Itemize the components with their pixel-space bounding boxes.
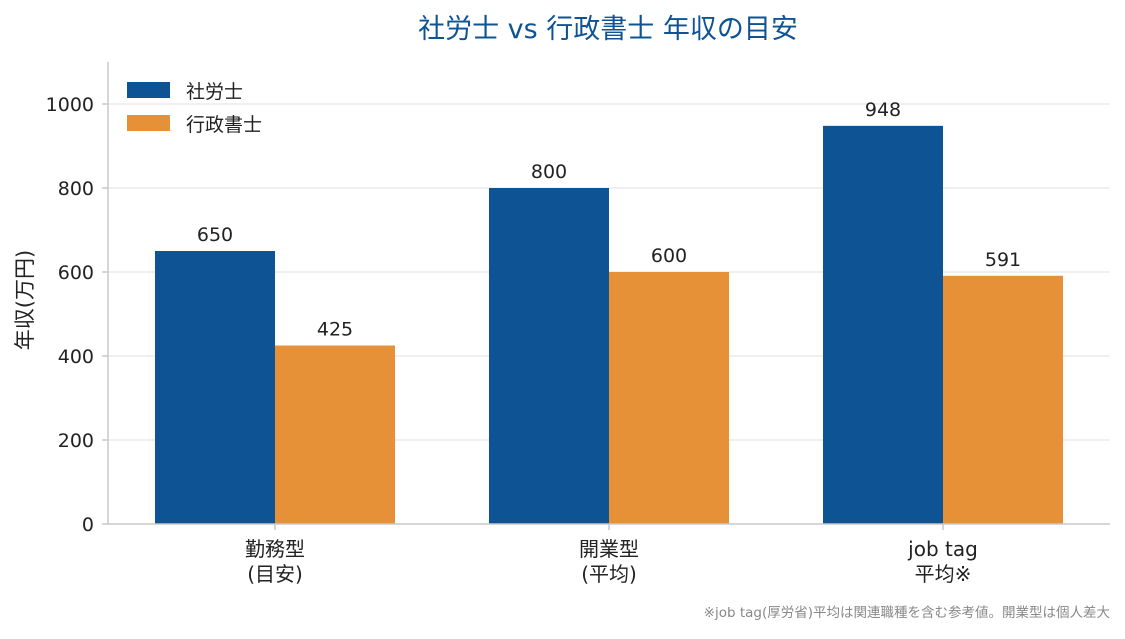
bars-layer (155, 125, 1063, 524)
y-tick-label: 200 (58, 430, 94, 452)
bar-shaho (155, 251, 275, 524)
y-tick-label: 0 (82, 514, 94, 536)
x-tick-label: (目安) (247, 562, 303, 586)
legend: 社労士 行政書士 (127, 81, 262, 136)
y-tick-label: 400 (58, 346, 94, 368)
data-label: 425 (317, 319, 353, 341)
legend-label-gyosei: 行政書士 (186, 114, 262, 136)
data-label: 650 (197, 224, 233, 246)
y-tick-label: 800 (58, 178, 94, 200)
x-tick-label: 勤務型 (245, 537, 305, 561)
bar-gyosei (943, 275, 1063, 524)
bar-shaho (823, 125, 943, 524)
y-tick-label: 1000 (46, 94, 94, 116)
legend-label-shaho: 社労士 (186, 81, 243, 103)
legend-swatch-shaho (127, 82, 170, 98)
y-axis-label: 年収(万円) (13, 250, 37, 350)
labels-layer: 0 200 400 600 800 1000 650 425 勤務型(目安) 800 600 開業型(… (46, 94, 1021, 586)
bar-gyosei (275, 345, 395, 524)
legend-swatch-gyosei (127, 115, 170, 131)
x-tick-label: 平均※ (915, 562, 972, 586)
x-tick-label: (平均) (581, 562, 637, 586)
y-tick-label: 600 (58, 262, 94, 284)
data-label: 591 (985, 249, 1021, 271)
data-label: 800 (531, 161, 567, 183)
x-tick-label: job tag (907, 537, 978, 561)
bar-shaho (489, 188, 609, 524)
chart-title: 社労士 vs 行政書士 年収の目安 (418, 14, 798, 45)
bar-gyosei (609, 272, 729, 524)
x-tick-label: 開業型 (579, 537, 639, 561)
data-label: 948 (865, 99, 901, 121)
footnote: ※job tag(厚労省)平均は関連職種を含む参考値。開業型は個人差大 (704, 604, 1110, 621)
data-label: 600 (651, 245, 687, 267)
axes-layer (102, 62, 1110, 530)
